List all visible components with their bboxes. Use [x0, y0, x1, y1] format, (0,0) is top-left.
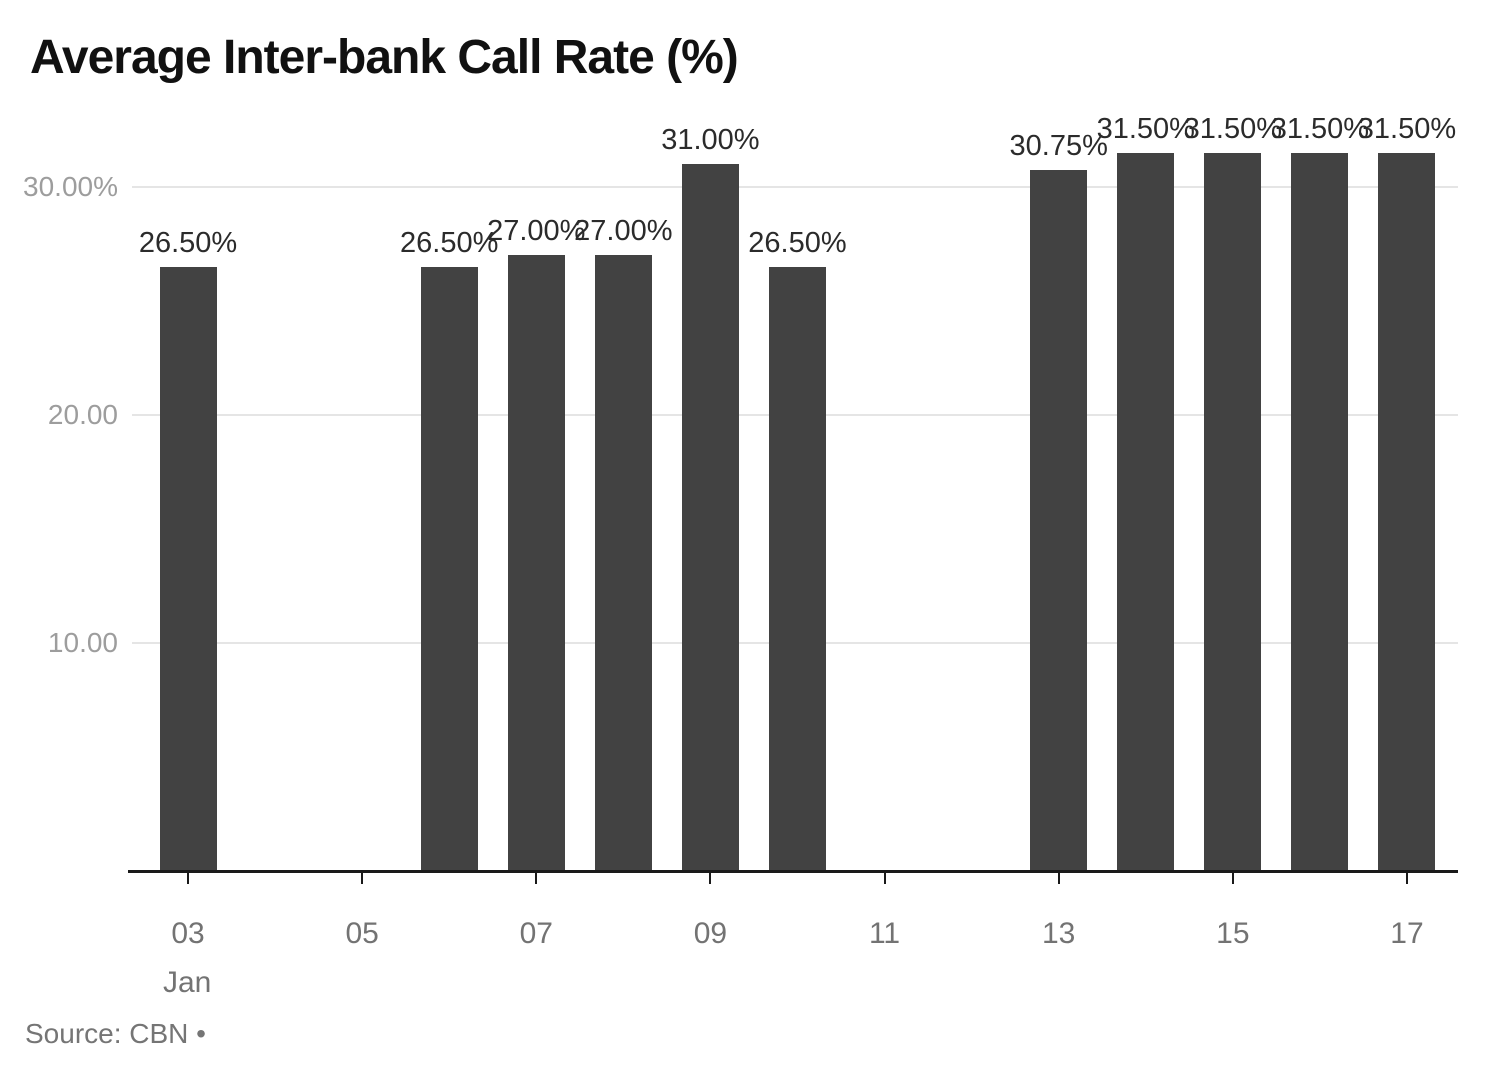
bar-jan-10[interactable]	[768, 266, 826, 871]
x-axis-tick-09	[709, 873, 712, 884]
bar-value-label-jan-06: 26.50%	[400, 226, 499, 259]
bar-jan-13[interactable]	[1030, 169, 1088, 871]
x-axis-tick-11	[883, 873, 886, 884]
x-axis-label-09: 09	[693, 917, 728, 950]
x-axis-label-15: 15	[1216, 917, 1250, 950]
bar-value-label-jan-17: 31.50%	[1357, 112, 1457, 145]
y-axis-label-20: 20.00	[47, 399, 118, 430]
bar-value-label-jan-03: 26.50%	[138, 226, 238, 259]
y-axis-label-30: 30.00%	[23, 171, 118, 202]
x-axis-label-03: 03	[171, 917, 205, 950]
bar-jan-14[interactable]	[1117, 152, 1175, 871]
bar-value-label-jan-16: 31.50%	[1270, 112, 1370, 145]
x-axis-line	[128, 870, 1458, 873]
x-axis-month-label: Jan	[163, 966, 212, 999]
x-axis-label-13: 13	[1042, 917, 1076, 950]
bar-jan-08[interactable]	[594, 255, 652, 871]
x-axis-label-07: 07	[519, 917, 553, 950]
x-axis-label-17: 17	[1390, 917, 1424, 950]
x-axis-tick-03	[187, 873, 189, 884]
x-axis-label-11: 11	[868, 917, 901, 950]
bar-value-label-jan-13: 30.75%	[1009, 129, 1108, 162]
x-axis-tick-13	[1057, 873, 1060, 884]
bar-jan-06[interactable]	[420, 266, 478, 871]
chart-title: Average Inter-bank Call Rate (%)	[30, 31, 739, 84]
bar-value-label-jan-08: 27.00%	[574, 215, 673, 248]
x-axis-label-05: 05	[345, 917, 379, 950]
x-axis-tick-05	[361, 873, 364, 884]
y-axis-label-10: 10.00	[47, 627, 118, 658]
x-axis-tick-17	[1405, 873, 1408, 884]
bar-value-label-jan-14: 31.50%	[1096, 112, 1195, 145]
bar-value-label-jan-07: 27.00%	[487, 215, 586, 248]
source-note: Source: CBN •	[25, 1018, 206, 1049]
bar-value-label-jan-09: 31.00%	[661, 124, 760, 157]
bar-value-label-jan-15: 31.50%	[1183, 112, 1283, 145]
gridline-30	[132, 186, 1458, 188]
bar-value-label-jan-10: 26.50%	[748, 226, 847, 259]
x-axis-tick-07	[535, 873, 538, 884]
bar-jan-17[interactable]	[1378, 152, 1436, 871]
bar-jan-15[interactable]	[1204, 152, 1262, 871]
bar-jan-09[interactable]	[681, 164, 739, 871]
bar-jan-16[interactable]	[1291, 152, 1349, 871]
bar-jan-07[interactable]	[507, 255, 565, 871]
x-axis-tick-15	[1231, 873, 1234, 884]
bar-jan-03[interactable]	[159, 266, 217, 871]
